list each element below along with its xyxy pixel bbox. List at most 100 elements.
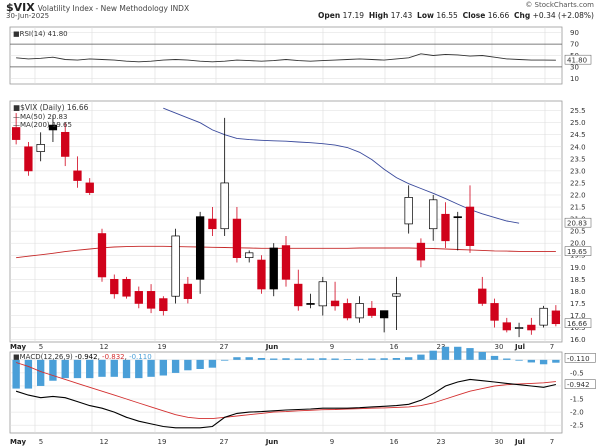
candle-down xyxy=(122,278,131,297)
macd-histogram-bar xyxy=(270,358,278,360)
candle-down xyxy=(343,303,352,319)
x-axis-label: 27 xyxy=(220,343,229,351)
rsi-tick-label: 10 xyxy=(570,75,579,83)
price-tick-label: 20.0 xyxy=(570,240,586,248)
ma200-tag-box xyxy=(564,246,592,256)
chg-value: +0.34 (+2.08%) xyxy=(532,11,594,20)
macd-histogram-bar xyxy=(257,358,266,360)
macd-histogram-bar xyxy=(98,359,106,377)
macd-histogram-bar xyxy=(159,359,168,376)
macd-histogram-bar xyxy=(490,355,499,360)
candle-up xyxy=(539,307,548,326)
macd-histogram-bar xyxy=(208,359,217,368)
price-tick-label: 21.5 xyxy=(570,204,586,212)
macd-histogram-bar xyxy=(294,358,302,360)
low-value: 16.55 xyxy=(436,11,458,20)
x-axis-label-bottom: Jun xyxy=(265,438,279,446)
candle-up xyxy=(195,216,205,280)
candle-up xyxy=(514,327,524,329)
ma50-tag: 20.83 xyxy=(567,220,587,228)
macd-legend-sep: , xyxy=(125,353,129,361)
high-label: High xyxy=(368,11,389,20)
macd-histogram-bar xyxy=(122,359,131,379)
ticker-title: $VIX Volatility Index - New Methodology I… xyxy=(6,1,190,14)
x-axis-label: 23 xyxy=(437,343,446,351)
macd-histogram-bar xyxy=(527,359,536,363)
x-axis-label: 5 xyxy=(39,343,43,351)
macd-hist-tag: -0.110 xyxy=(567,355,590,363)
chg-label: Chg xyxy=(514,11,531,20)
ma200-legend: —MA(200) 19.65 xyxy=(13,121,72,129)
macd-histogram-bar xyxy=(147,359,155,377)
price-tick-label: 17.0 xyxy=(570,312,586,320)
ma200-tag: 19.65 xyxy=(567,248,587,256)
price-tick-label: 25.0 xyxy=(570,119,586,127)
macd-histogram-bar xyxy=(49,359,57,381)
x-axis-label-bottom: 19 xyxy=(158,438,167,446)
chart-date: 30-Jun-2025 xyxy=(6,12,50,20)
macd-histogram-bar xyxy=(12,359,20,389)
x-axis-label: 19 xyxy=(158,343,167,351)
macd-histogram-bar xyxy=(73,359,82,379)
open-label: Open xyxy=(318,11,341,20)
price-tick-label: 24.0 xyxy=(570,143,586,151)
x-axis-label-bottom: 16 xyxy=(390,438,399,446)
price-tick-label: 23.5 xyxy=(570,155,586,163)
x-axis-label-bottom: 12 xyxy=(100,438,109,446)
candle-up xyxy=(245,252,254,259)
macd-histogram-bar xyxy=(392,358,401,360)
candle-up xyxy=(306,303,315,305)
macd-value-tag-box xyxy=(564,379,596,389)
candle-down xyxy=(232,218,242,258)
candle-down xyxy=(85,182,94,193)
macd-histogram-bar xyxy=(466,348,474,360)
x-axis-label-bottom: 7 xyxy=(550,438,554,446)
macd-histogram-bar xyxy=(478,352,486,360)
x-axis-label-bottom: May xyxy=(10,438,26,446)
candle-down xyxy=(551,310,561,325)
price-tick-label: 25.5 xyxy=(570,107,586,115)
candle-down xyxy=(330,300,340,307)
x-axis-label-bottom: 23 xyxy=(437,438,446,446)
low-label: Low xyxy=(417,11,434,20)
macd-histogram-bar xyxy=(233,357,241,360)
macd-histogram-bar xyxy=(515,359,523,361)
candle-down xyxy=(465,206,475,246)
macd-histogram-bar xyxy=(110,359,118,377)
macd-line xyxy=(15,378,557,429)
x-axis-label-bottom: 27 xyxy=(220,438,229,446)
macd-histogram-bar xyxy=(220,359,229,361)
rsi-tick-label: 30 xyxy=(570,63,579,71)
macd-histogram-bar xyxy=(196,359,204,369)
x-axis-label-bottom: Jul xyxy=(514,438,525,446)
price-title: ■$VIX (Daily) 16.66 xyxy=(13,103,89,112)
rsi-tick-label: 90 xyxy=(570,29,579,37)
close-label: Close xyxy=(462,11,486,20)
candle-down xyxy=(416,242,426,261)
candle-down xyxy=(73,170,82,181)
x-axis-label: 30 xyxy=(495,343,504,351)
macd-tick-label: -2.5 xyxy=(570,422,584,430)
price-tag-box xyxy=(564,318,592,328)
high-value: 17.43 xyxy=(390,11,413,20)
candle-down xyxy=(257,259,266,290)
macd-hist-tag-box xyxy=(564,353,596,363)
candle-down xyxy=(110,278,119,295)
ma50-tag-box xyxy=(564,217,592,228)
price-tick-label: 17.5 xyxy=(570,300,586,308)
price-panel xyxy=(9,100,563,343)
rsi-value-tag-box xyxy=(564,54,592,65)
macd-histogram-bar xyxy=(135,359,143,379)
price-tick-label: 18.5 xyxy=(570,276,586,284)
macd-legend: ■MACD(12,26,9) -0.942, -0.832, -0.110 xyxy=(13,353,152,361)
x-axis-label-bottom: 30 xyxy=(495,438,504,446)
chart-header: $VIX Volatility Index - New Methodology I… xyxy=(0,0,600,22)
candle-up xyxy=(36,144,45,152)
price-tick-label: 23.0 xyxy=(570,167,586,175)
macd-tick-label: -1.5 xyxy=(570,396,584,404)
macd-histogram-bar xyxy=(429,350,437,360)
candle-down xyxy=(441,213,450,242)
macd-histogram-bar xyxy=(417,354,425,360)
price-tick-label: 24.5 xyxy=(570,131,586,139)
